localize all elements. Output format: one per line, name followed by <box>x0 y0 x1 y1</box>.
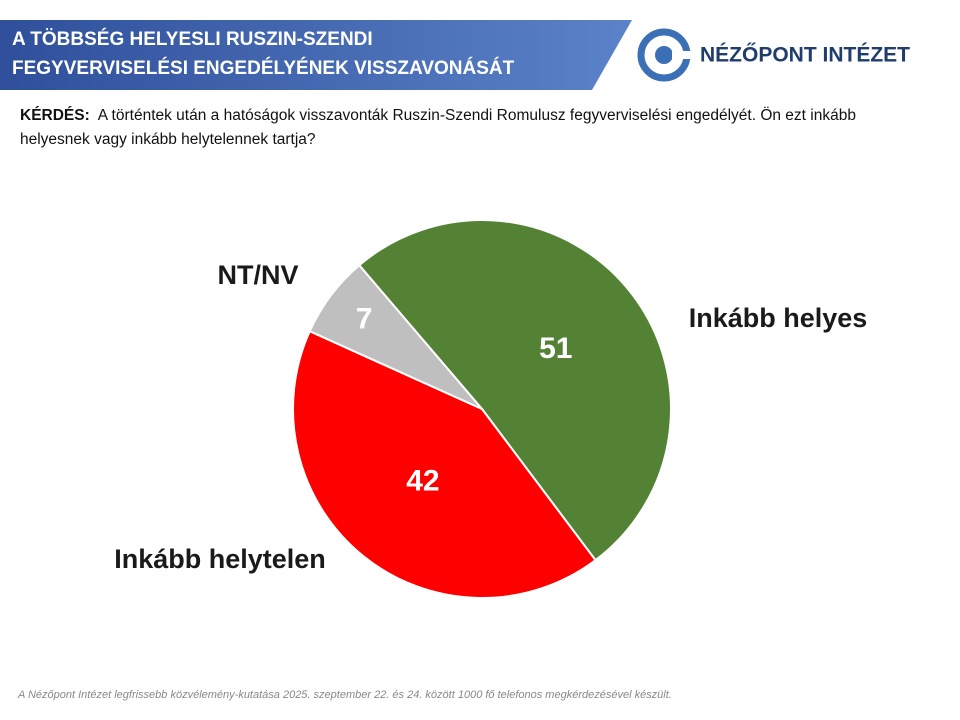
category-label: Inkább helytelen <box>114 544 326 574</box>
logo-text: NÉZŐPONT INTÉZET <box>700 44 910 67</box>
value-label: 7 <box>356 302 373 335</box>
pie-slice <box>292 329 597 599</box>
header-title: A TÖBBSÉG HELYESLI RUSZIN-SZENDI <box>12 28 373 50</box>
category-label: Inkább helyes <box>689 303 868 333</box>
question-label: KÉRDÉS: <box>20 107 90 124</box>
category-label: NT/NV <box>218 260 299 290</box>
footnote: A Nézőpont Intézet legfrissebb közvélemé… <box>18 689 672 701</box>
value-label: 51 <box>539 332 572 365</box>
header-title: FEGYVERVISELÉSI ENGEDÉLYÉNEK VISSZAVONÁS… <box>12 57 515 79</box>
header-banner <box>0 20 632 90</box>
pie-slice <box>357 219 672 562</box>
question-text: A történtek után a hatóságok visszavontá… <box>20 107 856 148</box>
pie-slice <box>308 263 483 410</box>
value-label: 42 <box>406 465 439 498</box>
logo-icon <box>637 28 692 82</box>
question: KÉRDÉS: A történtek után a hatóságok viss… <box>20 104 920 152</box>
